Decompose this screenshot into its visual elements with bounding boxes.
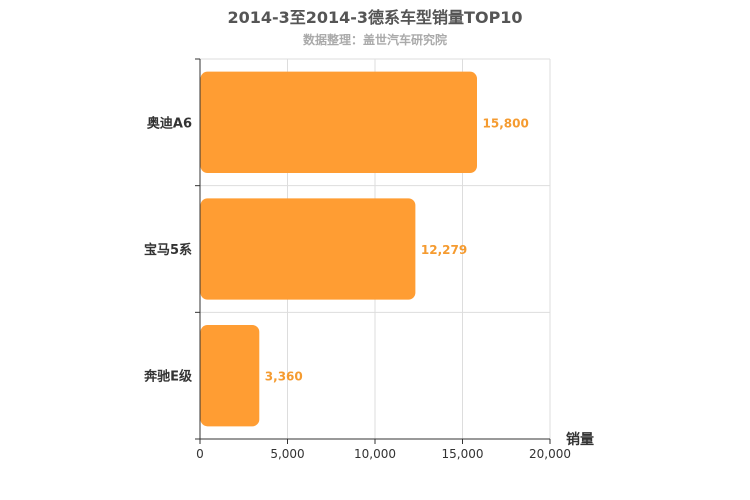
x-tick-label: 0	[196, 447, 204, 461]
chart-subtitle: 数据整理：盖世汽车研究院	[302, 33, 447, 47]
x-axis-title: 销量	[566, 431, 594, 448]
x-tick-label: 15,000	[442, 447, 484, 461]
x-tick-label: 5,000	[270, 447, 304, 461]
category-label: 奥迪A6	[147, 115, 192, 131]
category-label: 奔驰E级	[143, 369, 193, 385]
bar-value-label: 3,360	[265, 370, 303, 384]
bar-value-label: 12,279	[421, 243, 467, 257]
bar	[200, 198, 416, 300]
category-label: 宝马5系	[144, 242, 192, 258]
bar	[200, 325, 260, 427]
chart-title: 2014-3至2014-3德系车型销量TOP10	[227, 8, 523, 27]
bar	[200, 71, 477, 173]
bar-value-label: 15,800	[483, 116, 529, 130]
x-tick-label: 20,000	[529, 447, 571, 461]
x-tick-label: 10,000	[354, 447, 396, 461]
